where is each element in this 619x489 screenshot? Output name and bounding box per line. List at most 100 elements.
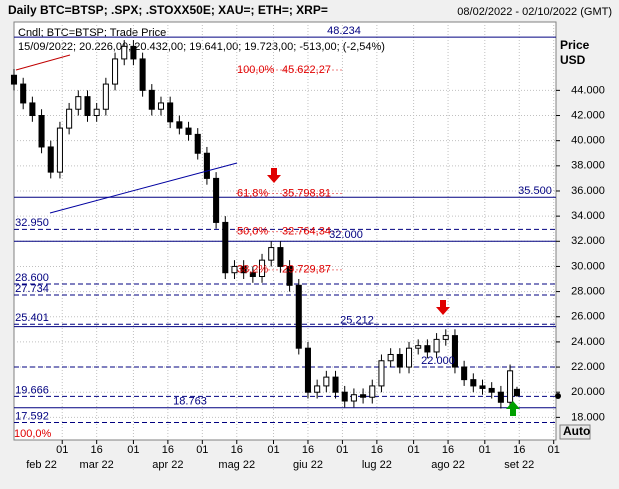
y-tick-label: 44.000: [571, 84, 605, 96]
y-tick-label: 26.000: [571, 311, 605, 323]
trend-line: [15, 54, 71, 71]
drawings: [15, 54, 561, 416]
candle-body: [268, 247, 275, 261]
candle-body: [213, 177, 220, 223]
y-tick-label: 32.000: [571, 235, 605, 247]
y-tick-label: 28.000: [571, 286, 605, 298]
fib-price: 32.764,34: [282, 226, 331, 238]
x-tick-label: 01: [479, 444, 491, 456]
candle-body: [396, 353, 403, 368]
level-label: 25.401: [15, 312, 49, 324]
candle-body: [167, 102, 174, 123]
month-label: ago 22: [431, 459, 465, 471]
candle-body: [231, 265, 238, 274]
y-tick-label: 30.000: [571, 260, 605, 272]
candle-body: [249, 272, 256, 278]
candle-body: [470, 379, 477, 387]
candle-body: [38, 115, 45, 148]
candle-body: [157, 102, 165, 110]
level-label: 35.500: [518, 185, 552, 197]
level-label: 22.000: [421, 355, 455, 367]
candle-body: [507, 370, 514, 403]
candle-body: [130, 45, 137, 60]
info-line: 15/09/2022; 20.226,00; 20.432,00; 19.641…: [18, 41, 385, 53]
candle-body: [488, 387, 495, 393]
candle-body: [461, 366, 468, 381]
month-label: lug 22: [362, 459, 392, 471]
candle-body: [176, 121, 183, 129]
candle-body: [240, 265, 247, 274]
candle-body: [56, 127, 63, 173]
candle-body: [424, 345, 431, 353]
down-arrow: [267, 168, 281, 183]
candle-body: [378, 360, 385, 387]
y-tick-label: 36.000: [571, 185, 605, 197]
candle-body: [203, 152, 210, 179]
fib-pct: 61,8%: [237, 187, 268, 199]
x-tick-label: 16: [91, 444, 103, 456]
y-tick-label: 42.000: [571, 109, 605, 121]
candle-body: [93, 108, 100, 117]
x-tick-label: 16: [302, 444, 314, 456]
candle-body: [341, 391, 348, 402]
candle-body: [20, 83, 27, 104]
x-tick-label: 16: [231, 444, 243, 456]
date-range: 08/02/2022 - 02/10/2022 (GMT): [457, 6, 612, 18]
month-label: mar 22: [80, 459, 114, 471]
candle-body: [112, 58, 119, 85]
fib-pct: 38,2%: [237, 264, 268, 276]
candle-body: [405, 347, 413, 368]
level-label: 27.734: [15, 283, 49, 295]
x-tick-label: 01: [548, 444, 560, 456]
candle-body: [277, 247, 284, 267]
trend-line: [49, 162, 238, 214]
x-tick-label: 01: [336, 444, 348, 456]
y-tick-label: 34.000: [571, 210, 605, 222]
candle-body: [387, 353, 394, 362]
y-tick-label: 38.000: [571, 160, 605, 172]
y-axis-unit: USD: [560, 53, 586, 67]
candle-body: [259, 259, 266, 278]
fib-pct: 100,0%: [237, 64, 275, 76]
candle-body: [102, 83, 109, 110]
fib-bottom-label: 100,0%: [14, 428, 52, 440]
candle-body: [66, 108, 73, 129]
level-label: 17.592: [15, 410, 49, 422]
x-tick-label: 16: [371, 444, 383, 456]
candle-body: [451, 335, 458, 368]
candle-body: [360, 394, 367, 398]
chart-title: Daily BTC=BTSP; .SPX; .STOXX50E; XAU=; E…: [8, 3, 328, 17]
candle-body: [442, 335, 449, 340]
x-tick-label: 01: [267, 444, 279, 456]
candle-body: [497, 391, 504, 403]
y-tick-label: 22.000: [571, 361, 605, 373]
up-arrow: [506, 401, 520, 416]
level-label: 25.212: [340, 315, 374, 327]
y-tick-label: 20.000: [571, 386, 605, 398]
candle-body: [194, 133, 201, 154]
auto-button[interactable]: [559, 424, 591, 440]
candle-body: [369, 385, 376, 398]
auto-button-label[interactable]: Auto: [563, 424, 590, 438]
legend-line: Cndl; BTC=BTSP; Trade Price: [18, 27, 166, 39]
x-tick-label: 16: [162, 444, 174, 456]
candle-body: [304, 347, 311, 393]
month-label: feb 22: [26, 459, 57, 471]
candle-body: [295, 284, 302, 349]
candle-body: [479, 385, 486, 389]
y-tick-label: 18.000: [571, 411, 605, 423]
candle-body: [415, 345, 422, 349]
candle-body: [323, 376, 330, 387]
candle-body: [84, 96, 91, 117]
candle-body: [148, 89, 155, 110]
last-price-marker: [555, 393, 561, 399]
down-arrow: [436, 300, 450, 315]
x-tick-label: 01: [56, 444, 68, 456]
candle-body: [433, 338, 440, 353]
candle-body: [75, 96, 82, 110]
fib-price: 35.798,81: [282, 187, 331, 199]
y-axis-title: Price: [560, 38, 590, 52]
month-label: set 22: [504, 459, 534, 471]
level-label: 28.600: [15, 272, 49, 284]
